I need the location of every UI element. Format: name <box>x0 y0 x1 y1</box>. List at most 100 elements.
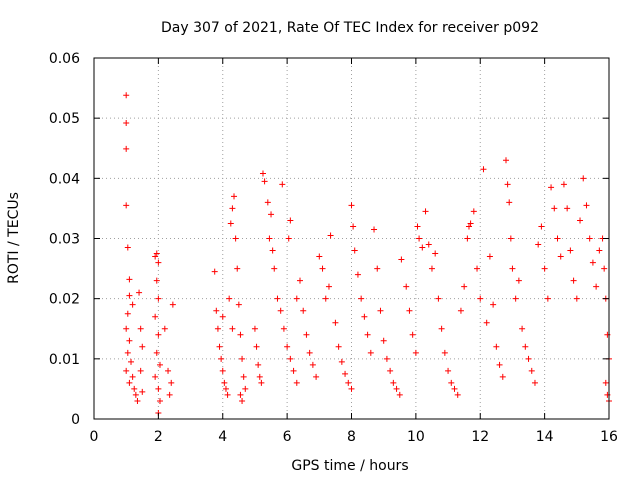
x-tick-label: 16 <box>600 429 618 445</box>
x-axis-label: GPS time / hours <box>291 458 408 474</box>
data-point <box>155 259 162 266</box>
data-point <box>567 247 574 254</box>
data-point <box>293 379 300 386</box>
data-point <box>335 343 342 350</box>
data-point <box>239 397 246 404</box>
data-point <box>284 343 291 350</box>
data-point <box>583 202 590 209</box>
data-point <box>123 202 130 209</box>
data-point <box>266 235 273 242</box>
data-point <box>354 271 361 278</box>
plot-frame <box>93 57 610 420</box>
data-point <box>448 379 455 386</box>
data-point <box>390 379 397 386</box>
x-tick-label: 8 <box>347 429 356 445</box>
data-point <box>237 331 244 338</box>
data-point <box>486 253 493 260</box>
data-point <box>377 307 384 314</box>
data-point <box>342 370 349 377</box>
data-point <box>350 223 357 230</box>
data-point <box>351 247 358 254</box>
data-point <box>139 343 146 350</box>
data-point <box>503 157 509 164</box>
data-point <box>548 184 555 191</box>
data-point <box>279 181 286 188</box>
data-point <box>499 373 506 380</box>
data-point <box>338 358 345 365</box>
data-point <box>586 235 593 242</box>
data-point <box>124 349 131 356</box>
data-points <box>123 92 612 416</box>
data-point <box>345 379 352 386</box>
data-point <box>515 277 522 284</box>
data-point <box>126 337 133 344</box>
data-point <box>277 307 284 314</box>
data-point <box>264 199 271 206</box>
y-tick-label: 0.05 <box>49 111 80 127</box>
data-point <box>580 175 587 182</box>
data-point <box>123 325 130 332</box>
data-point <box>166 391 173 398</box>
data-point <box>129 373 136 380</box>
data-point <box>348 385 355 392</box>
data-point <box>589 259 596 266</box>
data-point <box>409 331 416 338</box>
data-point <box>229 205 236 212</box>
data-point <box>132 391 139 398</box>
data-point <box>156 397 163 404</box>
data-point <box>287 355 294 362</box>
data-point <box>165 367 172 374</box>
data-point <box>322 295 329 302</box>
data-point <box>535 241 542 248</box>
data-point <box>528 367 535 374</box>
data-point <box>134 397 141 404</box>
data-point <box>438 325 445 332</box>
data-point <box>126 379 133 386</box>
data-point <box>231 193 238 200</box>
y-tick-label: 0.01 <box>49 352 80 368</box>
data-point <box>504 181 511 188</box>
data-point <box>213 307 220 314</box>
data-point <box>152 253 159 260</box>
data-point <box>451 385 458 392</box>
data-point <box>425 241 432 248</box>
data-point <box>596 247 603 254</box>
data-point <box>287 217 294 224</box>
data-point <box>227 220 234 227</box>
y-tick-label: 0.06 <box>49 51 80 67</box>
data-point <box>398 256 405 263</box>
x-tick-label: 0 <box>90 429 99 445</box>
data-point <box>396 391 403 398</box>
data-point <box>432 250 439 257</box>
data-point <box>155 295 162 302</box>
data-point <box>467 220 474 227</box>
data-point <box>136 289 143 296</box>
data-point <box>557 253 564 260</box>
data-point <box>280 325 287 332</box>
data-point <box>319 265 326 272</box>
data-point <box>123 92 130 99</box>
data-point <box>309 361 316 368</box>
data-point <box>216 343 223 350</box>
y-tick-label: 0.04 <box>49 171 80 187</box>
data-point <box>325 283 332 290</box>
data-point <box>235 301 242 308</box>
data-point <box>255 361 262 368</box>
data-point <box>496 361 503 368</box>
data-point <box>380 337 387 344</box>
x-tick-label: 12 <box>471 429 489 445</box>
data-point <box>538 223 545 230</box>
data-point <box>564 205 571 212</box>
data-point <box>358 295 365 302</box>
data-point <box>152 313 159 320</box>
data-point <box>313 373 320 380</box>
data-point <box>268 211 275 218</box>
data-point <box>156 361 163 368</box>
data-point <box>221 379 228 386</box>
data-point <box>573 295 580 302</box>
data-point <box>316 253 323 260</box>
data-point <box>128 358 135 365</box>
data-point <box>522 343 529 350</box>
data-point <box>506 199 513 206</box>
data-point <box>219 367 226 374</box>
